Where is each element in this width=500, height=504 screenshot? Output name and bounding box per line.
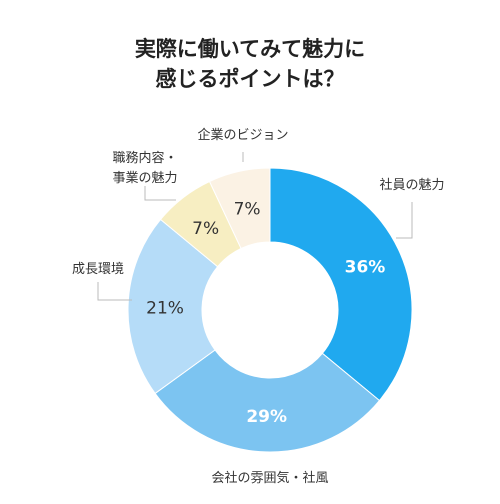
category-label-2-line-0: 成長環境 <box>72 262 124 277</box>
value-label-3: 7% <box>192 219 219 239</box>
leader-line-0 <box>396 202 413 239</box>
chart-title-line-2: 感じるポイントは？ <box>156 67 345 91</box>
value-labels-group: 36% 29% 21% 7% 7% <box>146 200 385 427</box>
chart-title-line-1: 実際に働いてみて魅力に <box>135 37 365 61</box>
category-label-1-line-0: 会社の雰囲気・社風 <box>211 470 328 486</box>
slice-4 <box>208 167 271 250</box>
slices-group <box>127 167 413 453</box>
leader-line-2 <box>97 282 132 301</box>
category-label-4-line-0: 企業のビジョン <box>197 127 288 143</box>
leader-line-3 <box>144 186 176 201</box>
category-label-3-line-1: 事業の魅力 <box>112 170 177 186</box>
value-label-0: 36% <box>345 257 386 277</box>
value-label-4: 7% <box>234 200 261 220</box>
slice-1 <box>154 349 381 453</box>
category-label-0-line-0: 社員の魅力 <box>379 177 444 193</box>
value-label-1: 29% <box>246 407 287 427</box>
value-label-2: 21% <box>146 299 184 319</box>
slice-0 <box>269 167 413 402</box>
category-label-3-line-0: 職務内容・ <box>112 150 177 166</box>
slice-2 <box>127 218 219 395</box>
leader-lines-group <box>97 152 413 301</box>
